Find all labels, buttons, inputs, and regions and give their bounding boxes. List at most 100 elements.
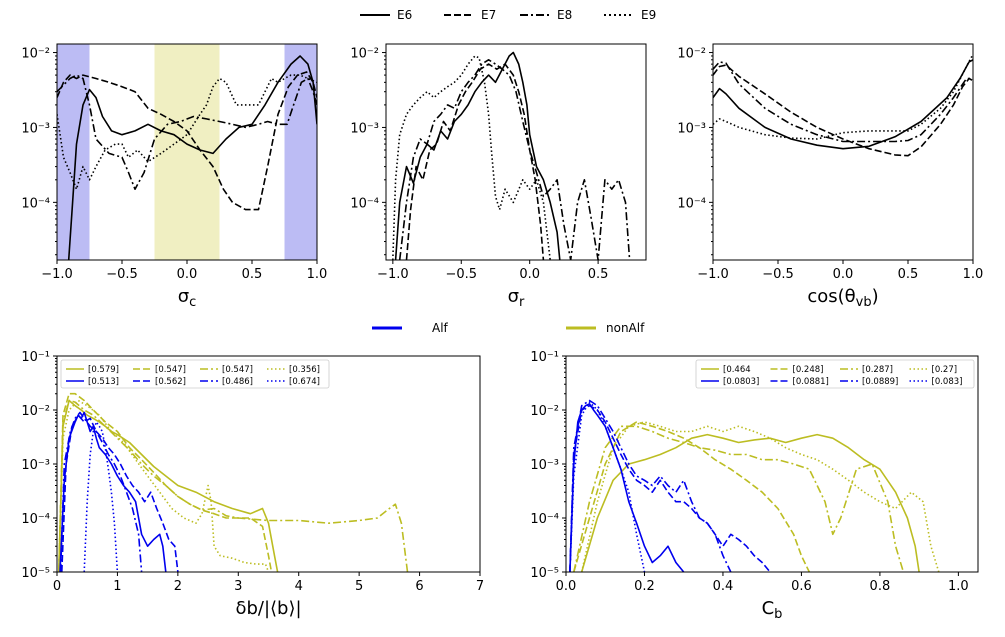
- x-tick-label: 4: [295, 579, 303, 594]
- y-tick-label: 10⁻⁴: [530, 512, 559, 527]
- x-tick-label: 0.0: [556, 579, 577, 594]
- series-group: [57, 55, 317, 260]
- axes-frame: [385, 43, 647, 261]
- x-tick-label: 0.2: [634, 579, 655, 594]
- inplot-legend-label: [0.0889]: [862, 377, 898, 387]
- x-tick-label: 0.0: [833, 267, 854, 282]
- series-line-alf-e9: [83, 421, 119, 572]
- inplot-legend-label: [0.562]: [155, 377, 186, 387]
- x-tick-label: 0.5: [242, 267, 263, 282]
- series-group: [58, 392, 409, 572]
- series-line-e6: [713, 59, 973, 150]
- inplot-legend-label: [0.486]: [222, 377, 253, 387]
- series-line-alf-e7: [61, 414, 179, 572]
- inplot-legend-label: [0.674]: [289, 377, 320, 387]
- x-tick-label: −1.0: [697, 267, 729, 282]
- top-legend-label-e6: E6: [397, 8, 412, 22]
- x-tick-label: 7: [476, 579, 484, 594]
- inplot-legend-label: [0.547]: [222, 365, 253, 375]
- top-legend: E6 E7 E8 E9: [360, 8, 656, 22]
- inplot-legend: [0.464 [0.0803] [0.248] [0.0881] [0.287] [0.0…: [695, 359, 975, 389]
- inplot-legend-label: [0.0881]: [793, 377, 829, 387]
- x-tick-label: 6: [415, 579, 423, 594]
- series-line-alf-e7: [569, 404, 771, 572]
- x-tick-label: −1.0: [377, 267, 409, 282]
- mid-legend: Alf nonAlf: [372, 321, 645, 335]
- top-legend-entry-e8: E8: [520, 8, 572, 22]
- x-tick-label: 3: [234, 579, 242, 594]
- inplot-legend-label: [0.464: [723, 365, 751, 375]
- series-line-alf-e6: [569, 403, 685, 572]
- series-group: [713, 53, 973, 157]
- y-tick-label: 10⁻⁵: [530, 566, 559, 581]
- x-tick-label: −0.5: [445, 267, 477, 282]
- y-tick-label: 10⁻¹: [21, 350, 50, 365]
- inplot-legend-label: [0.547]: [155, 365, 186, 375]
- inplot-legend-label: [0.27]: [932, 365, 958, 375]
- x-tick-label: 1: [113, 579, 121, 594]
- x-axis-label: σr: [508, 286, 525, 310]
- inplot-legend-label: [0.083]: [932, 377, 963, 387]
- x-axis-label: δb/|⟨b⟩|: [235, 598, 301, 619]
- x-tick-label: −0.5: [106, 267, 138, 282]
- y-tick-label: 10⁻²: [677, 47, 706, 62]
- top-legend-label-e8: E8: [557, 8, 572, 22]
- series-group: [392, 51, 631, 260]
- mid-legend-entry-nonalf: nonAlf: [566, 321, 645, 335]
- x-tick-label: −1.0: [41, 267, 73, 282]
- series-line-nonalf-e6: [580, 433, 920, 572]
- panel-sigma-r: −1.0 −0.5 0.0 0.5 10⁻⁴ 10⁻³ 10⁻² σr: [350, 43, 647, 310]
- series-line-e8: [57, 74, 317, 190]
- y-tick-label: 10⁻⁴: [677, 196, 706, 211]
- series-line-e9: [57, 74, 317, 190]
- x-axis-label: Cb: [762, 598, 783, 622]
- series-line-nonalf-e8: [58, 399, 409, 572]
- x-tick-label: 0.6: [791, 579, 812, 594]
- series-line-e7: [405, 63, 545, 260]
- series-line-nonalf-e9: [58, 399, 270, 572]
- series-line-e9: [392, 55, 551, 260]
- top-legend-entry-e7: E7: [444, 8, 496, 22]
- x-tick-label: 0.8: [870, 579, 891, 594]
- panel-delta-b: 0 1 2 3 4 5 6 7 10⁻⁵ 10⁻⁴ 10⁻³ 10⁻² 10⁻¹ δb/|⟨b⟩| [0.5…: [21, 350, 484, 619]
- y-tick-label: 10⁻³: [350, 121, 379, 136]
- inplot-legend-label: [0.0803]: [723, 377, 759, 387]
- series-line-e6: [67, 55, 317, 260]
- mid-legend-entry-alf: Alf: [372, 321, 449, 335]
- x-tick-label: 5: [355, 579, 363, 594]
- x-tick-label: 0.0: [177, 267, 198, 282]
- top-legend-entry-e9: E9: [604, 8, 656, 22]
- series-line-alf-e8: [59, 411, 143, 572]
- inplot-legend-label: [0.513]: [88, 377, 119, 387]
- y-tick-label: 10⁻⁴: [21, 196, 50, 211]
- y-tick-label: 10⁻³: [21, 458, 50, 473]
- inplot-legend-label: [0.248]: [793, 365, 824, 375]
- series-line-nonalf-e7: [58, 392, 273, 572]
- series-group: [569, 399, 940, 572]
- y-tick-label: 10⁻⁵: [21, 566, 50, 581]
- inplot-legend-box: [60, 359, 330, 389]
- mid-legend-label-nonalf: nonAlf: [606, 321, 645, 335]
- y-tick-label: 10⁻⁴: [350, 196, 379, 211]
- series-line-e8: [713, 61, 973, 143]
- series-line-e8: [398, 59, 631, 260]
- top-legend-label-e7: E7: [481, 8, 496, 22]
- y-tick-label: 10⁻⁴: [21, 512, 50, 527]
- top-legend-entry-e6: E6: [360, 8, 412, 22]
- y-tick-label: 10⁻¹: [530, 350, 559, 365]
- series-line-e7: [713, 64, 973, 157]
- axes-frame: [712, 43, 974, 261]
- series-line-alf-e8: [569, 399, 732, 572]
- series-line-e9: [713, 53, 973, 140]
- inplot-legend-label: [0.579]: [88, 365, 119, 375]
- series-line-nonalf-e6: [58, 399, 279, 572]
- x-tick-label: 0.5: [588, 267, 609, 282]
- x-tick-label: 0: [53, 579, 61, 594]
- inplot-legend-box: [695, 359, 975, 389]
- y-tick-label: 10⁻³: [677, 121, 706, 136]
- series-line-e6: [394, 51, 561, 260]
- series-line-e7: [57, 71, 317, 211]
- x-tick-label: 0.0: [519, 267, 540, 282]
- inplot-legend-label: [0.356]: [289, 365, 320, 375]
